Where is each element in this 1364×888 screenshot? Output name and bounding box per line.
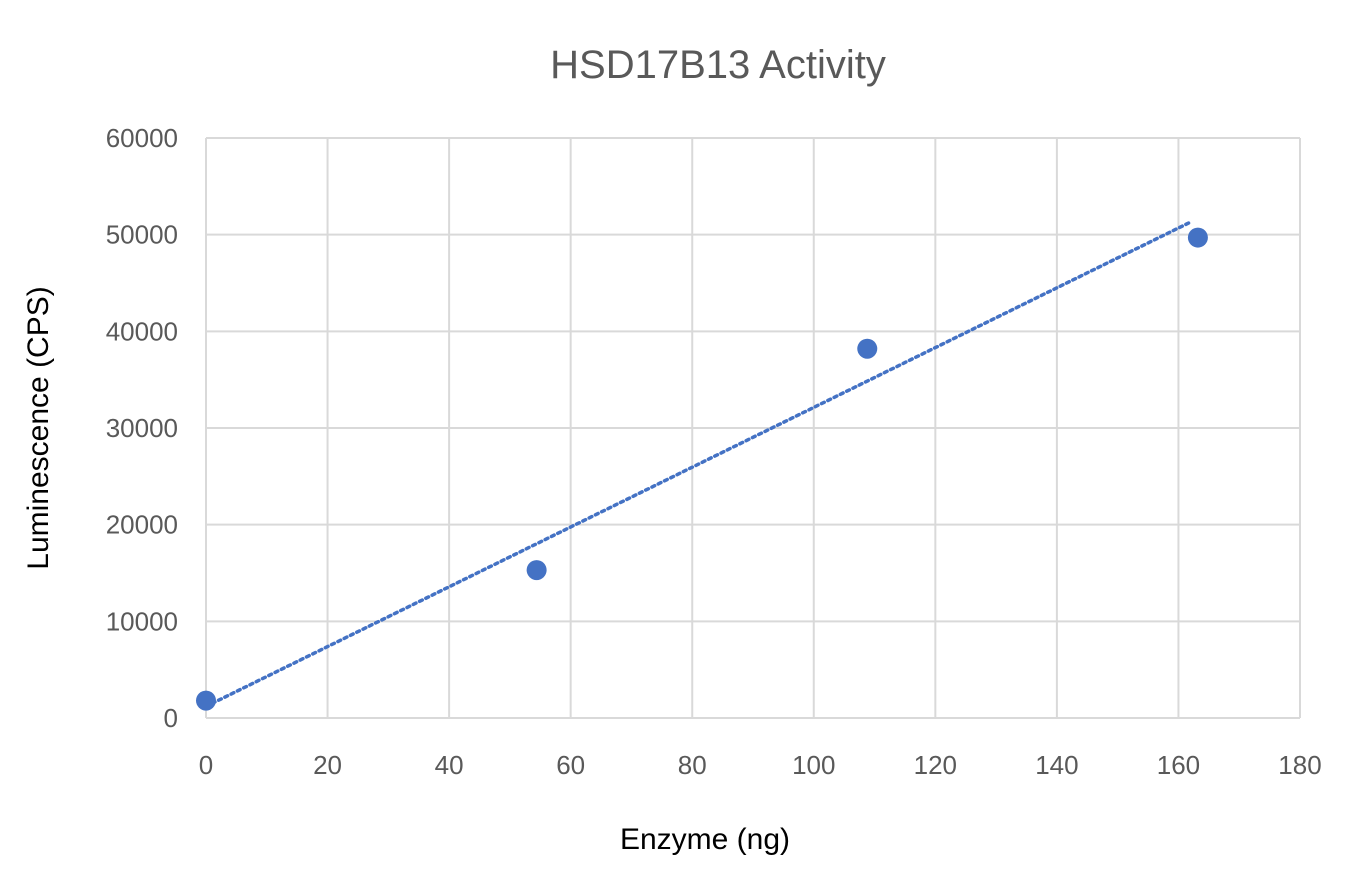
x-axis-ticks: 0 20 40 60 80 100 120 140 160 180	[199, 750, 1322, 780]
x-tick-label: 0	[199, 750, 213, 780]
y-tick-label: 60000	[106, 123, 178, 153]
data-point	[196, 690, 216, 711]
y-tick-label: 10000	[106, 606, 178, 636]
x-tick-label: 160	[1157, 750, 1200, 780]
y-tick-label: 40000	[106, 316, 178, 346]
chart-title: HSD17B13 Activity	[550, 43, 886, 87]
trendline-group	[204, 220, 1193, 709]
x-tick-label: 180	[1278, 750, 1321, 780]
x-tick-label: 120	[914, 750, 957, 780]
data-points	[196, 227, 1208, 711]
x-tick-label: 100	[792, 750, 835, 780]
x-tick-label: 20	[313, 750, 342, 780]
x-tick-label: 80	[678, 750, 707, 780]
y-tick-label: 30000	[106, 413, 178, 443]
x-tick-label: 60	[556, 750, 585, 780]
y-axis-ticks: 0 10000 20000 30000 40000 50000 60000	[106, 123, 178, 733]
y-tick-label: 0	[164, 703, 178, 733]
y-tick-label: 50000	[106, 220, 178, 250]
trendline	[204, 220, 1193, 709]
x-axis-label: Enzyme (ng)	[620, 823, 790, 856]
y-tick-label: 20000	[106, 510, 178, 540]
y-axis-label: Luminescence (CPS)	[22, 286, 55, 569]
gridlines	[205, 137, 1301, 719]
x-tick-label: 40	[435, 750, 464, 780]
data-point	[857, 338, 878, 359]
data-point	[526, 560, 547, 581]
data-point	[1187, 227, 1208, 248]
x-tick-label: 140	[1035, 750, 1078, 780]
